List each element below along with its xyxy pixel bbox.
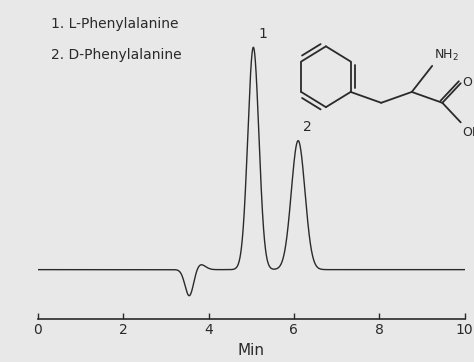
Text: 2. D-Phenylalanine: 2. D-Phenylalanine — [51, 48, 182, 62]
X-axis label: Min: Min — [238, 343, 264, 358]
Text: OH: OH — [463, 126, 474, 139]
Text: 1: 1 — [258, 26, 267, 41]
Text: 1. L-Phenylalanine: 1. L-Phenylalanine — [51, 17, 178, 30]
Text: NH$_2$: NH$_2$ — [434, 47, 459, 63]
Text: O: O — [463, 76, 473, 89]
Text: 2: 2 — [303, 120, 312, 134]
